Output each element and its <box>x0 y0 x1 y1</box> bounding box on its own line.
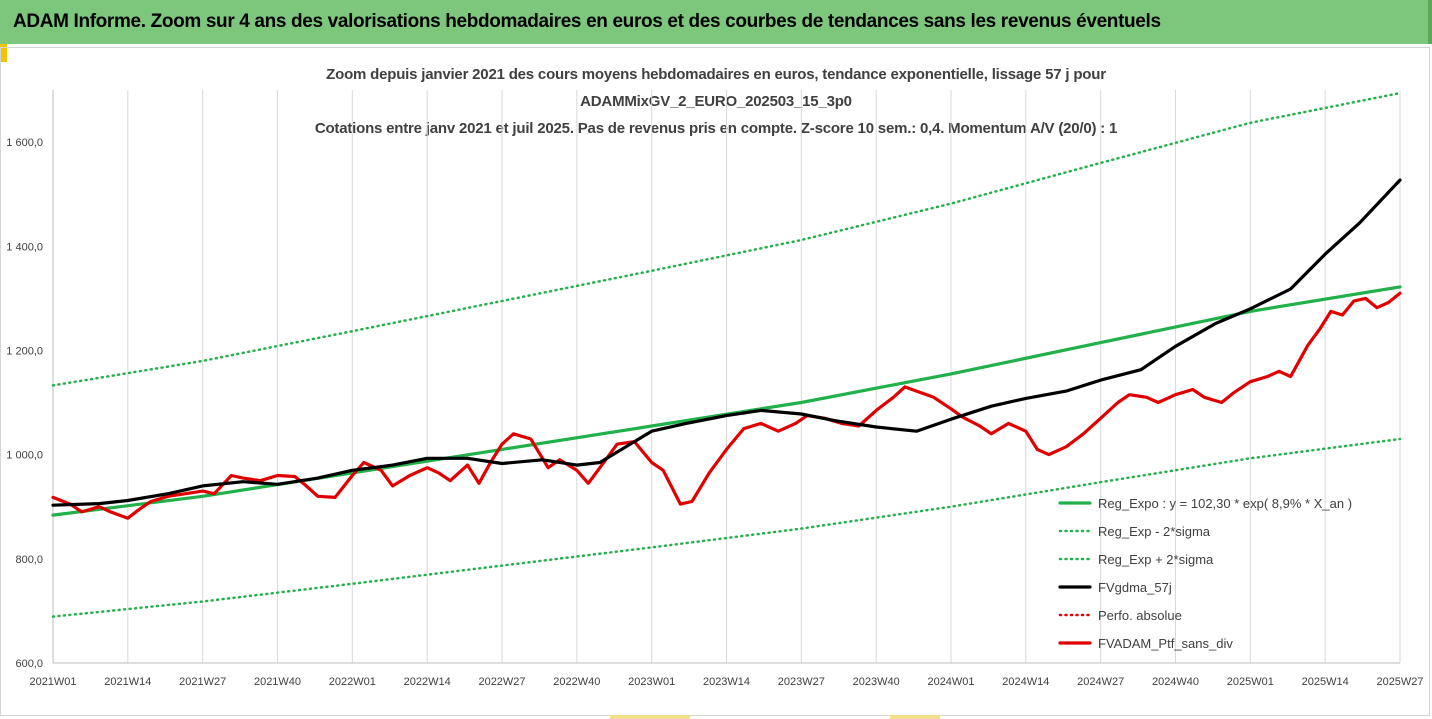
header-banner: ADAM Informe. Zoom sur 4 ans des valoris… <box>0 0 1432 44</box>
y-tick-label: 1 000,0 <box>6 450 43 462</box>
x-tick-label: 2023W14 <box>703 676 750 688</box>
banner-title: ADAM Informe. Zoom sur 4 ans des valoris… <box>13 11 1161 32</box>
series-line-fvgdma-57j <box>51 178 1402 507</box>
legend-label-fvgdma-57j: FVgdma_57j <box>1098 580 1172 595</box>
x-tick-label: 2022W01 <box>329 676 376 688</box>
legend-label-fvadam-ptf-sans-div: FVADAM_Ptf_sans_div <box>1098 636 1233 651</box>
x-tick-label: 2025W27 <box>1376 676 1423 688</box>
gridlines <box>52 90 1401 663</box>
chart-title-line-3: Cotations entre janv 2021 et juil 2025. … <box>314 120 1118 137</box>
x-tick-label: 2022W14 <box>404 676 451 688</box>
y-tick-label: 1 400,0 <box>6 241 43 253</box>
bottom-accent-2 <box>890 715 940 719</box>
x-tick-label: 2021W14 <box>104 676 151 688</box>
y-tick-label: 1 600,0 <box>6 137 43 149</box>
x-tick-label: 2023W01 <box>628 676 675 688</box>
y-tick-label: 1 200,0 <box>6 345 43 357</box>
x-tick-label: 2023W40 <box>853 676 900 688</box>
series-line-fvadam-ptf-sans-div <box>51 291 1402 520</box>
legend-label-perfo-absolue: Perfo. absolue <box>1098 608 1182 623</box>
x-tick-label: 2021W40 <box>254 676 301 688</box>
x-tick-label: 2021W01 <box>29 676 76 688</box>
series-line-reg-exp-2-sigma <box>51 437 1402 618</box>
y-tick-label: 600,0 <box>15 658 43 670</box>
axes: 2021W01 2021W14 2021W27 2021W40 2022W01 2022W… <box>6 90 1424 688</box>
x-tick-label: 2023W27 <box>778 676 825 688</box>
y-tick-label: 800,0 <box>15 554 43 566</box>
legend-label-reg-exp-2-sigma: Reg_Exp + 2*sigma <box>1098 552 1214 567</box>
x-tick-label: 2024W40 <box>1152 676 1199 688</box>
legend-label-reg-expo-y-102-30-exp-8-9-x-an: Reg_Expo : y = 102,30 * exp( 8,9% * X_an… <box>1098 496 1352 511</box>
chart-title-line-1: Zoom depuis janvier 2021 des cours moyen… <box>326 66 1106 83</box>
x-tick-label: 2024W27 <box>1077 676 1124 688</box>
x-tick-label: 2025W01 <box>1227 676 1274 688</box>
chart-title-line-2: ADAMMixGV_2_EURO_202503_15_3p0 <box>580 93 852 110</box>
corner-accent <box>0 44 7 62</box>
x-tick-label: 2025W14 <box>1302 676 1349 688</box>
legend-label-reg-exp-2-sigma: Reg_Exp - 2*sigma <box>1098 524 1211 539</box>
series-lines <box>51 91 1402 618</box>
x-tick-label: 2024W14 <box>1002 676 1049 688</box>
x-tick-label: 2021W27 <box>179 676 226 688</box>
x-tick-label: 2022W40 <box>553 676 600 688</box>
x-tick-label: 2022W27 <box>478 676 525 688</box>
chart-frame <box>0 47 1430 716</box>
x-tick-label: 2024W01 <box>927 676 974 688</box>
legend: Reg_Expo : y = 102,30 * exp( 8,9% * X_an… <box>1058 496 1352 651</box>
series-line-reg-exp-2-sigma <box>51 91 1402 387</box>
bottom-accent-1 <box>610 715 690 719</box>
